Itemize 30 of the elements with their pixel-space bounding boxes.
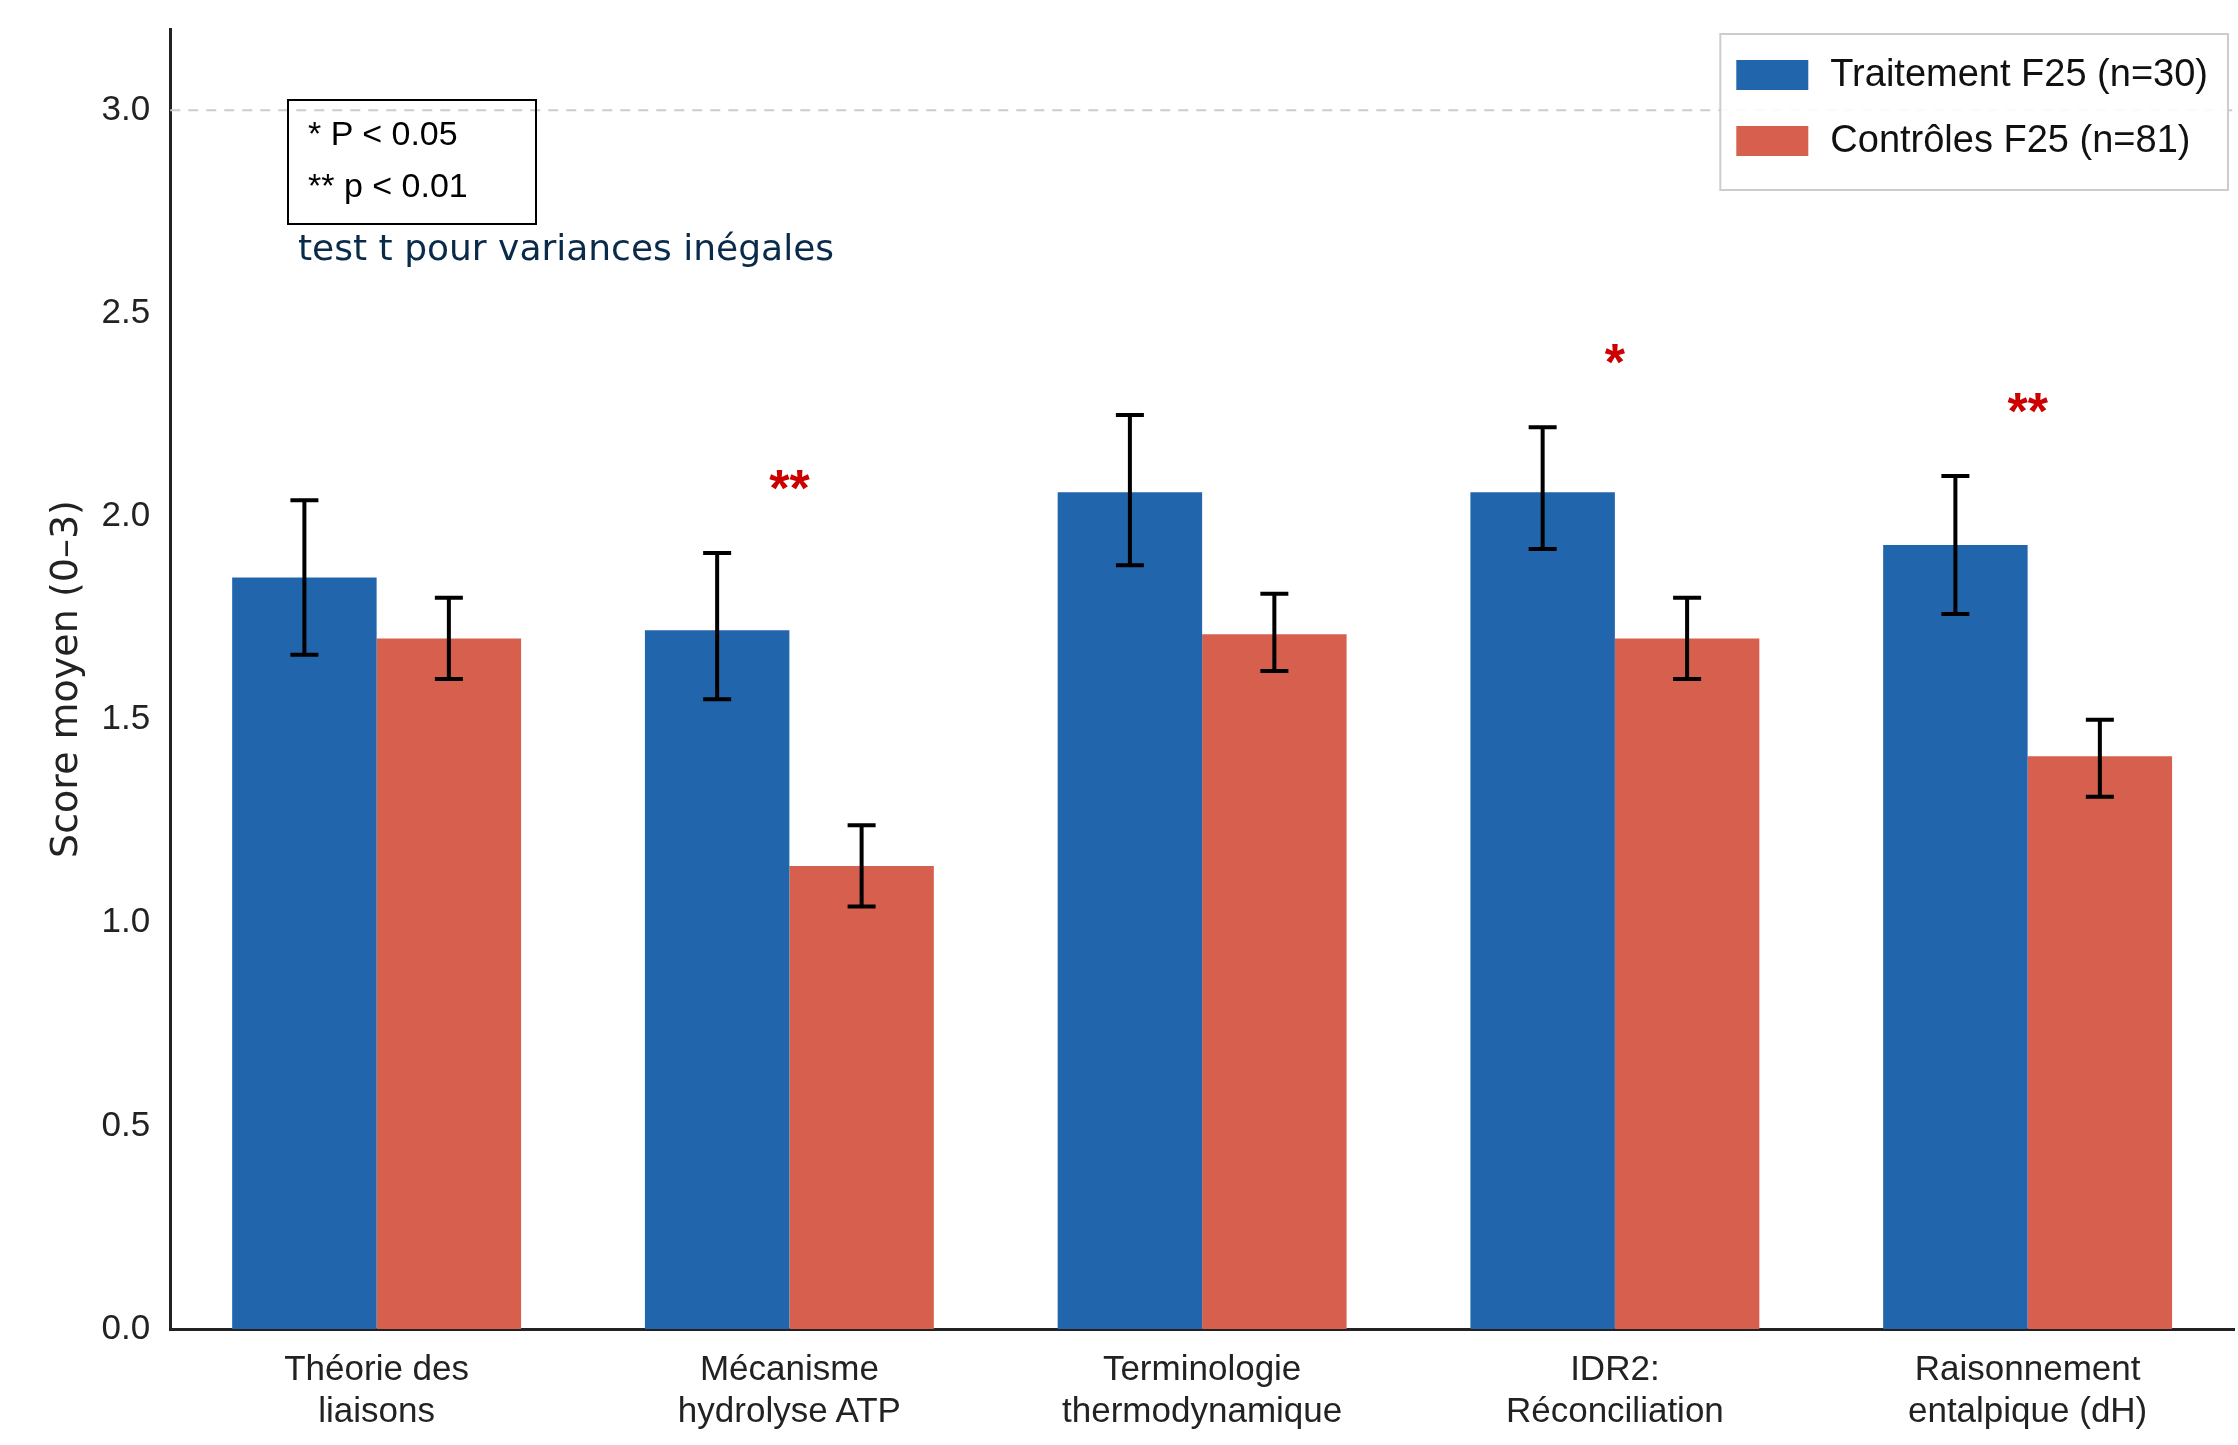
- bar: [376, 638, 522, 1329]
- y-tick-label: 0.0: [101, 1306, 151, 1346]
- x-tick-label: Raisonnement entalpique (dH): [1907, 1347, 2148, 1429]
- legend-label: Contrôles F25 (n=81): [1830, 118, 2191, 161]
- x-tick-label: Mécanisme hydrolyse ATP: [677, 1347, 901, 1429]
- annotation: * P < 0.05 ** p < 0.01: [308, 114, 468, 205]
- y-tick-label: 1.0: [101, 900, 151, 940]
- bar: [789, 865, 934, 1329]
- y-tick-label: 1.5: [101, 697, 151, 737]
- y-tick-label: 2.0: [101, 494, 151, 534]
- bar: [2027, 756, 2173, 1329]
- y-axis-title: Score moyen (0–3): [41, 500, 86, 858]
- bar: [232, 577, 377, 1329]
- bar: [1470, 492, 1615, 1329]
- bar: [1614, 638, 1760, 1329]
- annotation: **: [769, 459, 811, 518]
- bar: [1202, 634, 1347, 1329]
- annotation: *: [1604, 333, 1626, 392]
- y-tick-label: 3.0: [101, 87, 151, 127]
- legend-label: Traitement F25 (n=30): [1830, 52, 2208, 95]
- x-tick-label: Terminologie thermodynamique: [1062, 1347, 1343, 1429]
- bar: [1883, 544, 2028, 1329]
- bar: [1057, 492, 1203, 1329]
- bar: [644, 630, 790, 1329]
- y-tick-label: 2.5: [101, 291, 151, 331]
- annotation: test t pour variances inégales: [298, 227, 835, 269]
- y-tick-label: 0.5: [101, 1103, 151, 1143]
- x-tick-label: IDR2: Réconciliation: [1505, 1347, 1724, 1429]
- x-tick-label: Théorie des liaisons: [284, 1347, 470, 1429]
- annotation: **: [2007, 382, 2049, 441]
